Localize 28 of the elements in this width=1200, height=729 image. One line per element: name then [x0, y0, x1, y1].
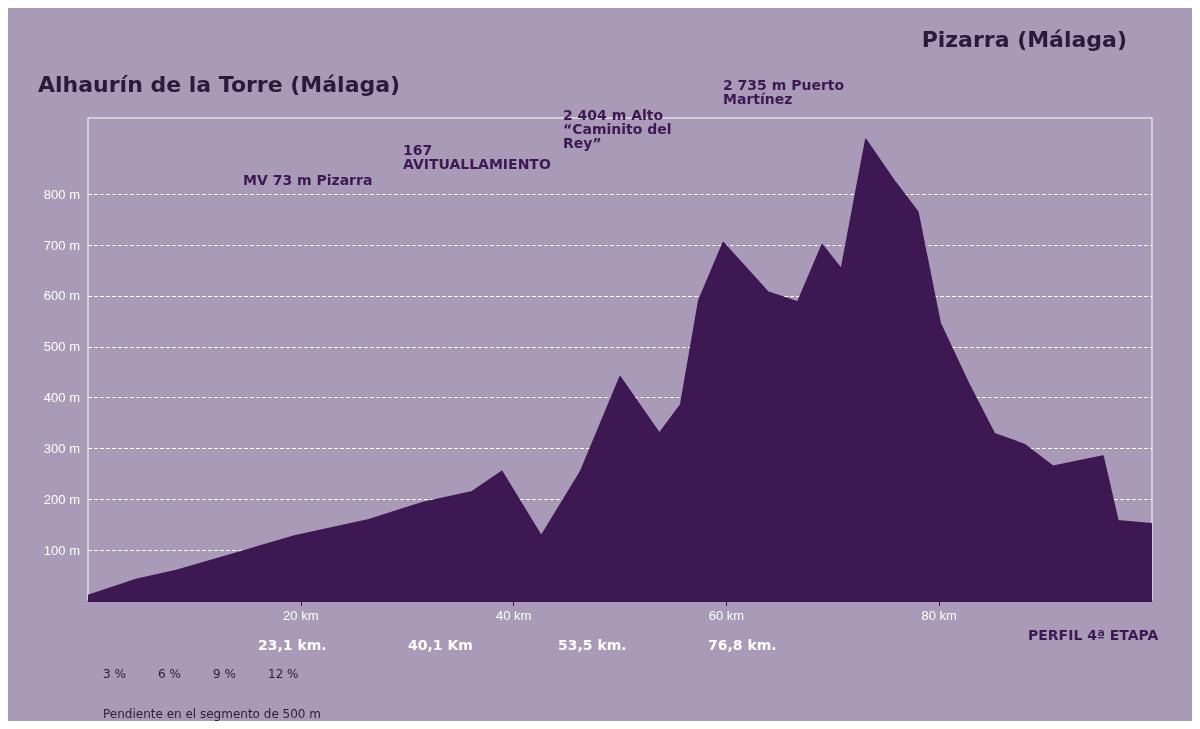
y-tick-label: 700 m [43, 237, 80, 253]
annotation: MV 73 m Pizarra [243, 172, 373, 188]
text: 9 % [213, 667, 236, 681]
text: 76,8 km. [708, 637, 777, 653]
y-tick-label: 100 m [43, 542, 80, 558]
text: 3 % [103, 667, 126, 681]
x-tick-label: 60 km [708, 608, 745, 623]
x-tick-label: 40 km [495, 608, 532, 623]
text: 2 735 m Puerto Martínez [723, 77, 849, 107]
y-tick-label: 800 m [43, 186, 80, 202]
y-tick-label: 600 m [43, 288, 80, 304]
y-tick-label: 300 m [43, 440, 80, 456]
y-tick-label: 500 m [43, 339, 80, 355]
text: 53,5 km. [558, 637, 627, 653]
text: Pendiente en el segmento de 500 m [103, 707, 321, 721]
y-tick-label: 200 m [43, 491, 80, 507]
text: 23,1 km. [258, 637, 327, 653]
y-tick-label: 400 m [43, 390, 80, 406]
text: 40,1 Km [408, 637, 473, 653]
annotation: 2 404 m Alto “Caminito del Rey” [563, 107, 677, 151]
annotation: 167 AVITUALLAMIENTO [403, 142, 551, 172]
chart-subtitle: Pizarra (Málaga) [921, 26, 1128, 52]
text: PERFIL 4ª ETAPA [1028, 627, 1159, 643]
text: 12 % [268, 667, 299, 681]
text: 6 % [158, 667, 181, 681]
chart-title: Alhaurín de la Torre (Málaga) [38, 71, 401, 97]
x-tick-label: 80 km [921, 608, 957, 623]
x-tick-label: 20 km [283, 608, 319, 623]
